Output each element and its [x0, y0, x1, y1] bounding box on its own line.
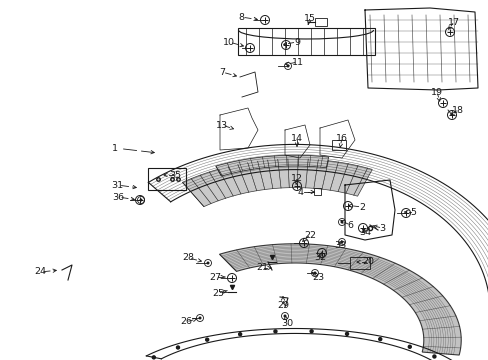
- Text: 3: 3: [378, 224, 384, 233]
- Text: 36: 36: [112, 193, 124, 202]
- Circle shape: [283, 315, 286, 318]
- Text: 22: 22: [304, 230, 315, 239]
- Text: 33: 33: [333, 240, 346, 249]
- Text: 6: 6: [346, 220, 352, 230]
- Circle shape: [340, 220, 343, 224]
- Text: 24: 24: [34, 267, 46, 276]
- Text: 27: 27: [208, 273, 221, 282]
- Circle shape: [345, 332, 348, 336]
- Circle shape: [407, 345, 410, 348]
- Circle shape: [198, 316, 201, 320]
- Text: 19: 19: [430, 87, 442, 96]
- Text: 16: 16: [335, 134, 347, 143]
- Polygon shape: [182, 159, 371, 207]
- Text: 1: 1: [112, 144, 118, 153]
- Text: 29: 29: [276, 301, 288, 310]
- Circle shape: [176, 346, 179, 349]
- Text: 2: 2: [358, 202, 364, 212]
- Text: 17: 17: [447, 18, 459, 27]
- Circle shape: [340, 240, 343, 243]
- Circle shape: [206, 261, 209, 265]
- Text: 21: 21: [256, 264, 267, 273]
- Text: 18: 18: [451, 105, 463, 114]
- Circle shape: [152, 356, 155, 359]
- Text: 4: 4: [296, 188, 303, 197]
- Circle shape: [378, 338, 381, 341]
- Text: 28: 28: [182, 253, 194, 262]
- Text: 12: 12: [290, 174, 303, 183]
- Text: 32: 32: [313, 253, 325, 262]
- Text: 9: 9: [293, 37, 299, 46]
- Text: 14: 14: [290, 134, 303, 143]
- Text: 10: 10: [223, 37, 235, 46]
- Text: 11: 11: [291, 58, 304, 67]
- Text: 5: 5: [409, 207, 415, 216]
- Text: 15: 15: [304, 14, 315, 23]
- Circle shape: [205, 338, 208, 341]
- Text: 25: 25: [212, 288, 224, 297]
- Circle shape: [313, 271, 316, 274]
- Circle shape: [286, 64, 289, 68]
- Text: 23: 23: [311, 273, 324, 282]
- Text: 26: 26: [180, 318, 192, 327]
- Circle shape: [238, 333, 241, 336]
- Circle shape: [432, 355, 435, 358]
- Text: 31: 31: [111, 180, 123, 189]
- Text: 34: 34: [358, 228, 370, 237]
- Text: 30: 30: [281, 319, 292, 328]
- Circle shape: [273, 330, 276, 333]
- Text: 20: 20: [361, 257, 373, 266]
- Circle shape: [139, 198, 142, 202]
- Circle shape: [309, 330, 312, 333]
- Text: 35: 35: [168, 171, 181, 180]
- Text: 8: 8: [238, 13, 244, 22]
- Polygon shape: [215, 155, 328, 176]
- Text: 7: 7: [219, 68, 224, 77]
- Text: 13: 13: [216, 121, 227, 130]
- Polygon shape: [219, 244, 460, 355]
